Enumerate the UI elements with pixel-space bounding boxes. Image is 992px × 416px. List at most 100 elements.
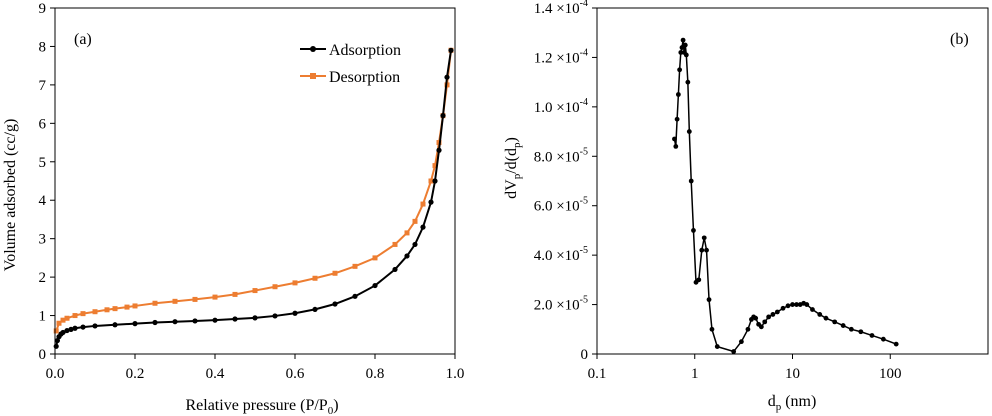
- b-point: [709, 326, 715, 332]
- a-ytick-label: 9: [39, 1, 47, 17]
- panel-a-x-axis-title-end: ): [333, 397, 338, 414]
- b-ytick-exponent: -4: [580, 97, 588, 108]
- a-point-adsorption: [444, 74, 450, 80]
- panel-b-x-ticks: 0.1 1 10 100: [588, 354, 902, 382]
- a-ytick-label: 7: [39, 78, 47, 94]
- b-point: [691, 228, 696, 233]
- b-point: [701, 235, 707, 241]
- b-ytick-mantissa: 4.0 ×10: [534, 248, 580, 264]
- panel-a-x-ticks: 0.0 0.2 0.4 0.6 0.8 1.0: [46, 354, 465, 382]
- b-ytick-exponent: -4: [580, 0, 588, 9]
- a-point-desorption: [64, 315, 70, 321]
- b-ytick-exponent: -5: [580, 295, 588, 306]
- b-point: [753, 315, 759, 321]
- panel-a-x-axis-title: Relative pressure (P/P0): [185, 397, 338, 416]
- a-point-desorption: [56, 320, 62, 326]
- a-point-adsorption: [440, 113, 446, 119]
- panel-b-x-axis-title-sub: p: [776, 401, 782, 413]
- a-point-adsorption: [132, 321, 138, 327]
- panel-b-y-title-part-1: dV: [503, 179, 520, 199]
- b-point: [766, 314, 772, 320]
- panel-b-x-axis-title-end: (nm): [781, 393, 816, 410]
- a-xtick-label: 0.2: [126, 366, 145, 382]
- panel-a-y-axis-title: Volume adsorbed (cc/g): [2, 119, 19, 272]
- panel-b-plot-frame: [596, 7, 989, 355]
- a-xtick-label: 0.6: [286, 366, 305, 382]
- b-point: [869, 333, 875, 338]
- a-point-desorption: [80, 311, 86, 317]
- b-ytick-exponent: -5: [580, 196, 588, 207]
- a-point-desorption: [392, 241, 398, 247]
- a-ytick-label: 6: [39, 116, 47, 132]
- a-point-adsorption: [372, 282, 378, 289]
- b-ytick-mantissa: 1.4 ×10: [534, 1, 580, 17]
- b-point: [699, 247, 705, 253]
- b-point: [785, 303, 791, 309]
- b-ytick-mantissa: 6.0 ×10: [534, 199, 580, 215]
- a-ytick-label: 3: [39, 232, 47, 248]
- a-xtick-label: 0.8: [366, 366, 385, 382]
- a-point-adsorption: [60, 329, 66, 336]
- panel-b-y-title-part-5: ): [503, 137, 520, 142]
- b-point: [675, 92, 681, 97]
- a-point-adsorption: [412, 241, 418, 248]
- panel-b-pore-size-distribution: (b) 02.0 ×10-54.0 ×10-56.0 ×10-58.0 ×10-…: [503, 0, 989, 413]
- b-point: [680, 37, 686, 43]
- b-point: [832, 319, 838, 325]
- a-series-adsorption-line: [55, 50, 452, 347]
- a-point-adsorption: [112, 322, 118, 328]
- b-ytick-label: 4.0 ×10-5: [534, 245, 588, 264]
- a-xtick-label: 0.4: [206, 366, 225, 382]
- panel-b-y-title-part-3: /d(d: [503, 148, 520, 174]
- b-point: [714, 344, 720, 349]
- a-ytick-label: 5: [39, 155, 47, 171]
- panel-a-x-axis-title-main: Relative pressure (P/P: [185, 397, 327, 414]
- legend-desorption-marker: [310, 73, 316, 79]
- b-ytick-exponent: -5: [580, 245, 588, 256]
- b-xtick-label: 0.1: [588, 366, 607, 382]
- a-point-desorption: [272, 284, 278, 290]
- b-point: [762, 319, 768, 325]
- a-point-adsorption: [312, 306, 318, 313]
- panel-b-x-axis-title: dp (nm): [768, 393, 817, 413]
- a-point-adsorption: [152, 319, 158, 326]
- b-ytick-mantissa: 8.0 ×10: [534, 149, 580, 165]
- a-point-adsorption: [272, 313, 278, 319]
- b-ytick-exponent: -4: [580, 47, 588, 58]
- a-point-adsorption: [292, 310, 298, 316]
- a-point-adsorption: [404, 253, 410, 259]
- a-point-desorption: [60, 317, 66, 323]
- b-ytick-label: 0: [581, 347, 589, 363]
- panel-b-y-title-part-4: p: [511, 142, 523, 148]
- b-series-line: [673, 40, 897, 353]
- a-point-adsorption: [72, 325, 78, 331]
- a-point-desorption: [412, 218, 418, 224]
- b-point: [672, 136, 677, 142]
- b-ytick-label: 1.4 ×10-4: [534, 0, 588, 17]
- b-ytick-mantissa: 1.2 ×10: [534, 50, 580, 66]
- a-point-desorption: [372, 255, 378, 261]
- a-point-desorption: [432, 163, 438, 169]
- a-point-desorption: [292, 280, 298, 286]
- a-point-desorption: [332, 270, 338, 276]
- b-point: [677, 67, 683, 73]
- a-point-desorption: [53, 328, 59, 334]
- a-point-adsorption: [448, 47, 454, 53]
- b-point: [780, 305, 786, 311]
- a-ytick-label: 4: [39, 193, 47, 209]
- a-ytick-label: 1: [39, 309, 47, 325]
- a-point-desorption: [104, 307, 110, 313]
- a-point-adsorption: [192, 318, 198, 324]
- a-point-adsorption: [80, 324, 86, 330]
- a-xtick-label: 1.0: [446, 366, 465, 382]
- b-point: [673, 144, 679, 149]
- b-point: [848, 326, 854, 332]
- b-point: [686, 129, 692, 134]
- b-point: [688, 178, 694, 184]
- legend-adsorption-marker: [310, 46, 316, 52]
- legend-adsorption-label: Adsorption: [329, 42, 401, 59]
- a-point-desorption: [428, 178, 434, 184]
- b-point: [674, 116, 680, 122]
- b-point: [704, 247, 709, 253]
- b-point: [745, 326, 751, 332]
